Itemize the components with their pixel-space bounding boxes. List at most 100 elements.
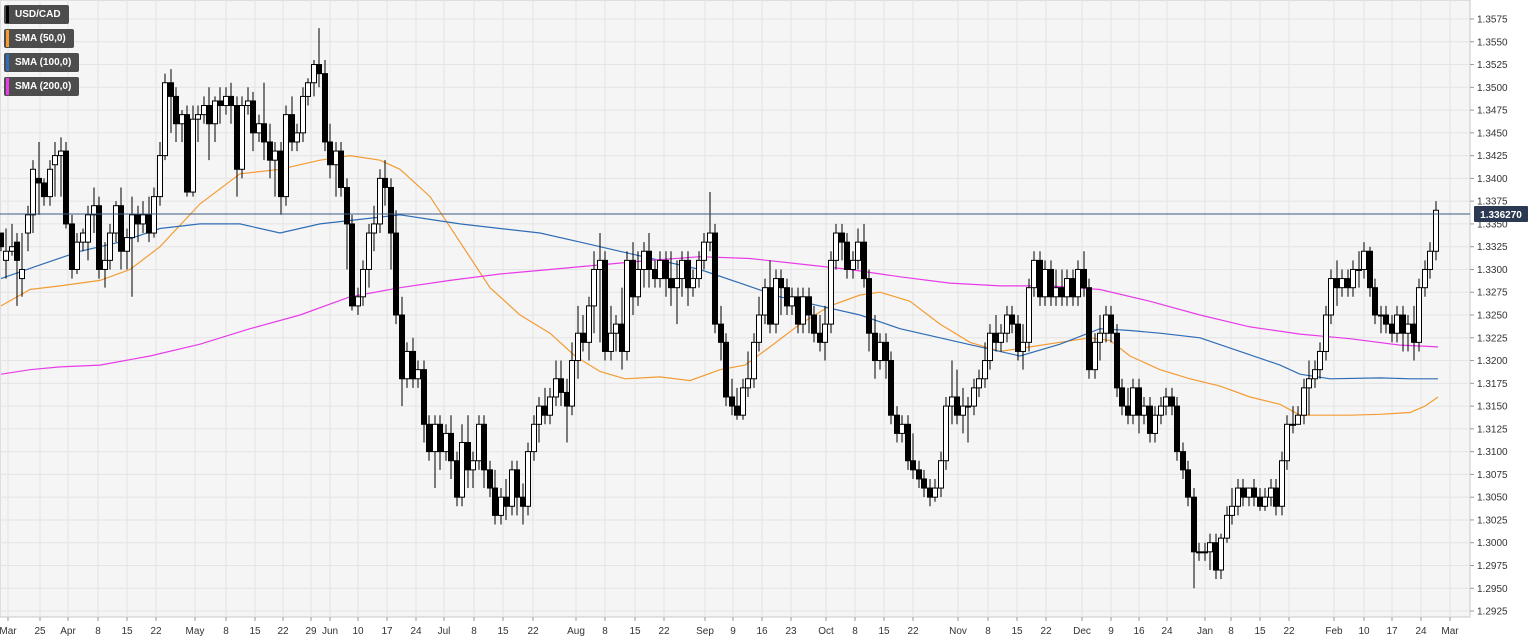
candle[interactable] [608,305,614,361]
candle[interactable] [1240,478,1246,507]
candle[interactable] [327,123,333,179]
candle[interactable] [1295,406,1301,425]
candle[interactable] [883,333,889,379]
candle[interactable] [69,214,75,279]
candle[interactable] [602,251,608,361]
candle[interactable] [905,415,911,470]
candle[interactable] [465,415,471,489]
candle[interactable] [1306,360,1312,416]
candle[interactable] [503,478,509,520]
candle[interactable] [635,251,641,306]
candle[interactable] [1339,269,1345,297]
candle[interactable] [1356,251,1362,288]
legend-sma-200[interactable]: SMA (200,0) [4,77,80,96]
candle[interactable] [663,251,669,297]
candle[interactable] [1284,415,1290,470]
candle[interactable] [344,178,350,270]
candle[interactable] [998,324,1004,352]
candle[interactable] [338,141,344,197]
candle[interactable] [107,223,113,270]
candle[interactable] [971,378,977,416]
candle[interactable] [1229,488,1235,525]
candle[interactable] [778,269,784,316]
candle[interactable] [190,105,196,197]
candle[interactable] [195,105,201,142]
candle[interactable] [800,287,806,334]
candle[interactable] [657,251,663,288]
candle[interactable] [1328,269,1334,325]
candle[interactable] [1383,305,1389,334]
candle[interactable] [1394,305,1400,343]
candle[interactable] [162,73,168,161]
candle[interactable] [960,387,966,434]
candle[interactable] [1323,305,1329,361]
candle[interactable] [294,123,300,152]
candle[interactable] [833,223,839,270]
candle[interactable] [861,223,867,288]
candle[interactable] [1433,201,1439,261]
candle[interactable] [591,251,597,334]
candle[interactable] [47,160,53,206]
candle[interactable] [536,396,542,443]
candle[interactable] [212,96,218,142]
candle[interactable] [289,96,295,152]
candle[interactable] [1009,305,1015,334]
candle[interactable] [74,233,80,275]
candle[interactable] [1350,260,1356,297]
candle[interactable] [404,342,410,388]
candle[interactable] [118,187,124,270]
candle[interactable] [399,296,405,407]
candle[interactable] [685,251,691,306]
candle[interactable] [206,87,212,161]
candle[interactable] [393,210,399,325]
candle[interactable] [239,96,245,179]
candle[interactable] [943,396,949,470]
candle[interactable] [470,451,476,489]
candle[interactable] [481,415,487,489]
candle[interactable] [1224,506,1230,543]
candle[interactable] [1092,333,1098,379]
candle[interactable] [1367,246,1373,297]
candle[interactable] [272,141,278,197]
candle[interactable] [932,478,938,502]
candle[interactable] [102,242,108,288]
candle[interactable] [745,351,751,397]
legend-sma-100[interactable]: SMA (100,0) [4,53,80,72]
candle[interactable] [85,205,91,261]
candle[interactable] [459,424,465,507]
candle[interactable] [569,342,575,416]
candle[interactable] [366,223,372,288]
candle[interactable] [575,305,581,379]
candle[interactable] [1169,387,1175,416]
candle[interactable] [1196,542,1202,561]
candle[interactable] [377,169,383,234]
candle[interactable] [140,201,146,234]
candle[interactable] [756,296,762,352]
candle[interactable] [789,287,795,316]
candle[interactable] [1086,278,1092,379]
candle[interactable] [866,269,872,352]
candle[interactable] [1097,315,1103,361]
candle[interactable] [938,451,944,498]
candle[interactable] [844,233,850,279]
candle[interactable] [899,415,905,443]
candle[interactable] [1015,315,1021,361]
candle[interactable] [976,369,982,397]
candle[interactable] [547,387,553,425]
candle[interactable] [696,251,702,288]
candle[interactable] [124,228,130,270]
candle[interactable] [1312,360,1318,388]
candle[interactable] [360,260,366,306]
candle[interactable] [624,251,630,361]
candle[interactable] [740,378,746,420]
candle[interactable] [1218,533,1224,580]
candle[interactable] [1152,406,1158,443]
candle[interactable] [1020,324,1026,370]
candle[interactable] [1174,396,1180,461]
candle[interactable] [1119,378,1125,416]
candle[interactable] [426,415,432,461]
candle[interactable] [1279,451,1285,516]
candle[interactable] [173,87,179,142]
candle[interactable] [349,214,355,311]
candle[interactable] [690,269,696,297]
